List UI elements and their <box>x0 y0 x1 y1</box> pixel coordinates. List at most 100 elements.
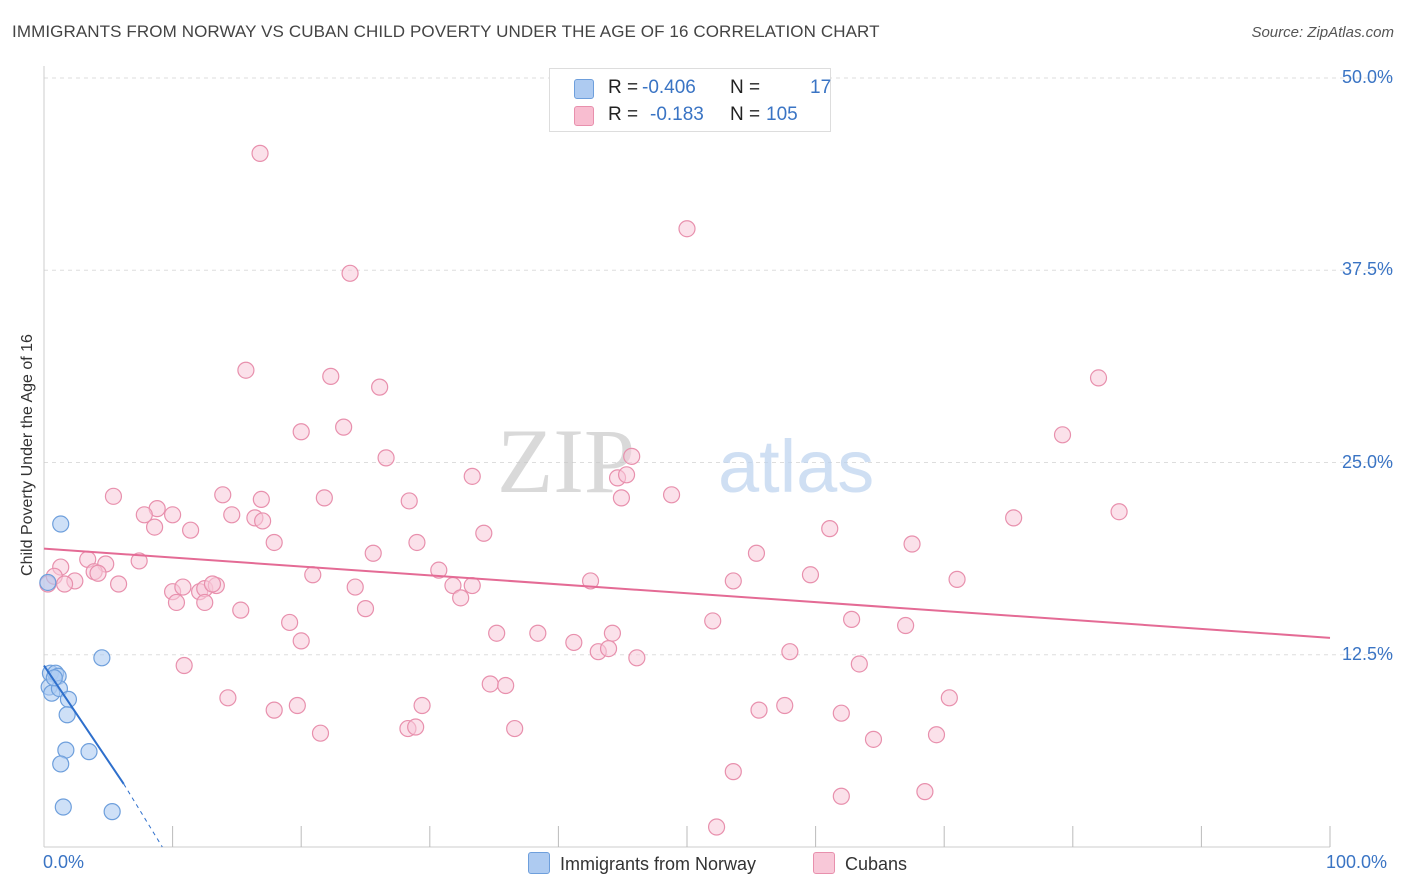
axes <box>43 66 1331 848</box>
cuban-point <box>506 719 524 738</box>
cuban-point <box>678 220 696 238</box>
cuban-point <box>254 512 272 530</box>
cuban-point <box>135 506 153 524</box>
cuban-point <box>662 486 681 504</box>
cuban-point <box>628 649 646 667</box>
cuban-point <box>927 726 946 744</box>
norway-point <box>39 573 57 592</box>
legend-n-value: 105 <box>766 104 798 125</box>
cuban-point <box>356 600 375 618</box>
cuban-point <box>219 689 237 707</box>
cuban-point <box>581 572 600 590</box>
cuban-point <box>322 367 340 385</box>
norway-point <box>52 515 70 533</box>
cuban-point <box>145 518 164 536</box>
cuban-point <box>497 676 515 695</box>
watermark-atlas: atlas <box>718 425 874 508</box>
cuban-point <box>281 613 299 632</box>
cuban-point <box>1005 509 1023 527</box>
watermark-zip: ZIP <box>497 410 635 512</box>
y-tick-label: 25.0% <box>1341 451 1393 472</box>
cuban-point <box>821 520 839 538</box>
y-axis-label: Child Poverty Under the Age of 16 <box>19 334 36 576</box>
cuban-point <box>864 730 883 748</box>
cuban-point <box>612 489 631 507</box>
legend-r-value: -0.406 <box>642 77 696 98</box>
cuban-point <box>747 544 766 562</box>
cuban-point <box>623 447 641 465</box>
cuban-point <box>232 601 250 619</box>
cuban-point <box>916 783 934 801</box>
cuban-point <box>174 578 192 596</box>
cuban-point <box>617 466 636 484</box>
chart-title: IMMIGRANTS FROM NORWAY VS CUBAN CHILD PO… <box>12 22 880 41</box>
cuban-point <box>750 701 768 719</box>
norway-point <box>80 743 98 761</box>
cuban-point <box>407 718 425 736</box>
cuban-point <box>801 566 820 584</box>
cuban-point <box>724 763 742 781</box>
cuban-point <box>109 575 128 593</box>
legend-swatch-norway <box>574 79 594 99</box>
cuban-point <box>776 696 794 715</box>
cuban-point <box>292 423 310 441</box>
cuban-point <box>408 533 426 552</box>
legend-row-norway: R = -0.406 N = 17 <box>550 75 831 101</box>
cuban-point <box>130 552 148 570</box>
cuban-point <box>603 624 622 642</box>
cuban-point <box>265 533 283 552</box>
bottom-swatch-norway <box>528 852 550 874</box>
cuban-point <box>704 612 722 630</box>
cuban-point <box>832 787 850 805</box>
cuban-point <box>377 449 395 467</box>
norway-point <box>93 649 111 667</box>
cuban-point <box>1110 503 1128 521</box>
cuban-point <box>196 593 214 612</box>
norway-point <box>103 803 121 821</box>
cuban-point <box>311 724 330 742</box>
cuban-point <box>175 656 193 675</box>
cuban-point <box>481 675 499 693</box>
legend-n-label: N = <box>730 104 761 125</box>
y-tick-label: 12.5% <box>1341 643 1393 664</box>
cuban-point <box>315 489 333 507</box>
x-tick-label-min: 0.0% <box>43 852 85 872</box>
cuban-point <box>832 704 850 722</box>
cuban-point <box>346 578 364 596</box>
y-tick-label: 50.0% <box>1341 67 1393 87</box>
cuban-point <box>55 575 74 593</box>
cuban-point <box>288 696 306 715</box>
cuban-point <box>371 378 389 396</box>
bottom-swatch-cubans <box>813 852 835 874</box>
cuban-point <box>341 264 359 282</box>
cuban-point <box>475 524 493 542</box>
legend-item-cubans: Cubans <box>813 852 907 875</box>
cuban-point <box>304 566 322 584</box>
cuban-point <box>1089 369 1108 387</box>
cuban-point <box>903 535 921 553</box>
cuban-point <box>164 506 182 524</box>
cuban-point <box>292 632 310 650</box>
legend-n-label: N = <box>730 77 761 98</box>
cuban-point <box>89 564 107 582</box>
cuban-point <box>265 701 283 719</box>
norway-point <box>52 755 70 773</box>
norway-trend-extension <box>123 783 163 848</box>
cuban-point <box>529 624 547 642</box>
legend-r-label: R = <box>608 104 639 125</box>
cuban-point <box>940 689 958 707</box>
norway-trend-line <box>43 664 125 785</box>
cuban-point <box>335 418 353 436</box>
cuban-point <box>452 589 470 607</box>
trend-lines <box>43 547 1331 848</box>
cuban-trend-line <box>43 547 1331 639</box>
cuban-point <box>251 144 269 162</box>
cuban-point <box>203 575 222 593</box>
cuban-point <box>214 486 232 504</box>
cuban-point <box>707 818 726 836</box>
cuban-point <box>252 490 270 509</box>
cuban-point <box>400 492 418 510</box>
cuban-point <box>223 506 241 524</box>
cuban-point <box>781 643 799 661</box>
